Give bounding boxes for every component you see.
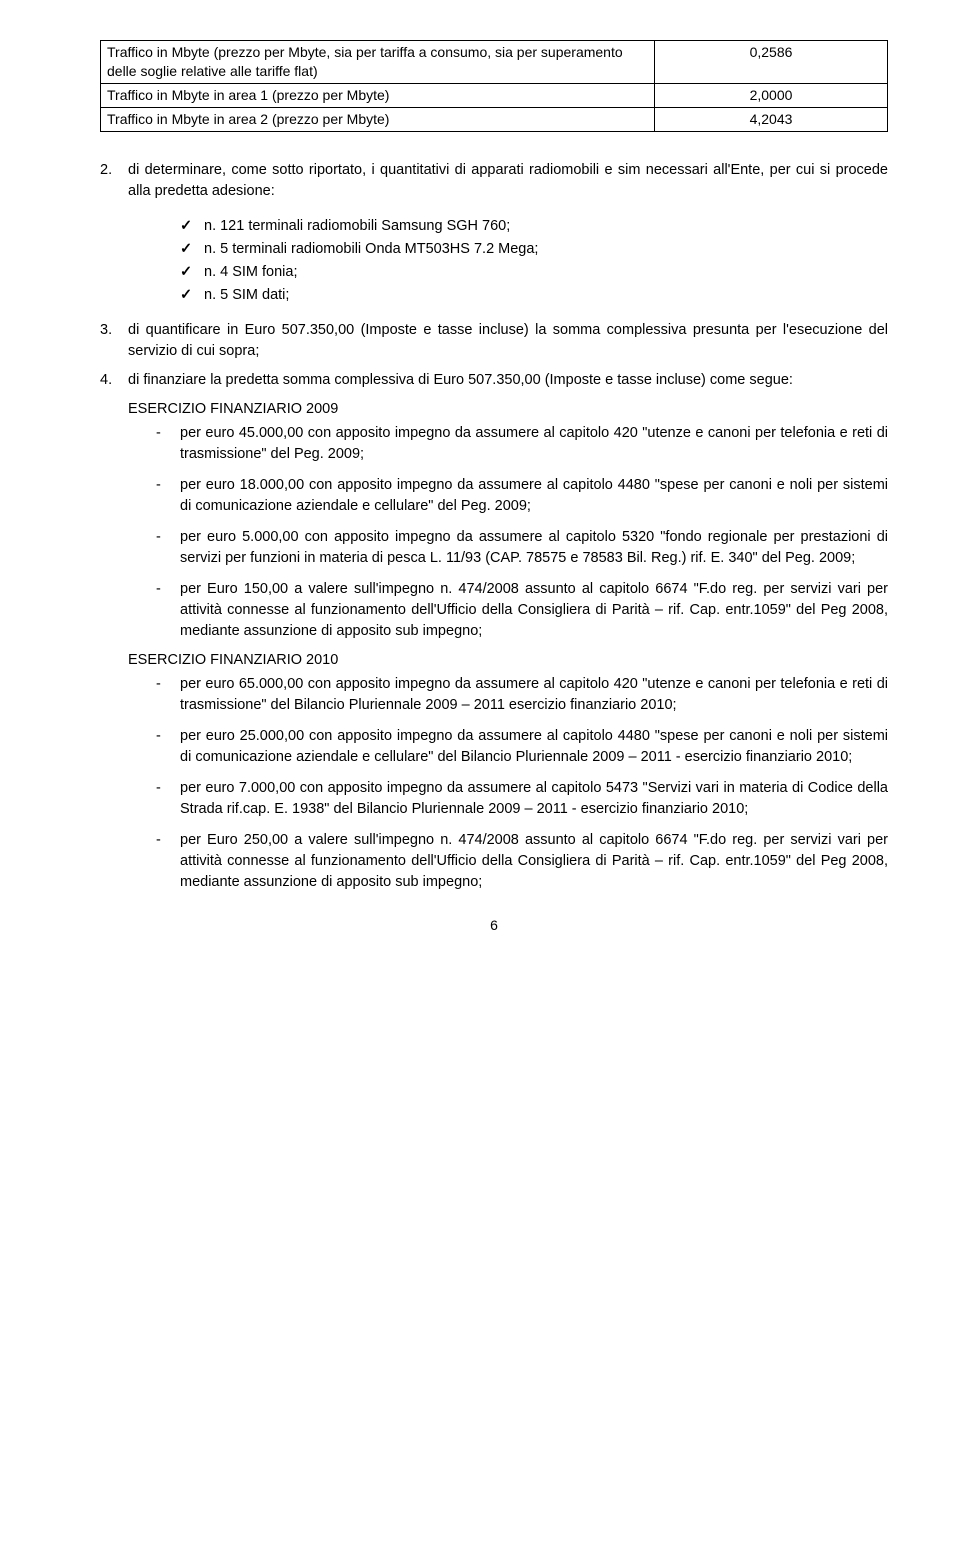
dash-item: per euro 5.000,00 con apposito impegno d… xyxy=(156,527,888,569)
table-row: Traffico in Mbyte in area 1 (prezzo per … xyxy=(101,83,888,107)
tariff-label: Traffico in Mbyte in area 2 (prezzo per … xyxy=(101,107,655,131)
exercise-2009-heading: ESERCIZIO FINANZIARIO 2009 xyxy=(128,401,888,417)
exercise-2010-list: per euro 65.000,00 con apposito impegno … xyxy=(100,674,888,893)
dash-item: per euro 25.000,00 con apposito impegno … xyxy=(156,726,888,768)
table-row: Traffico in Mbyte (prezzo per Mbyte, sia… xyxy=(101,41,888,84)
check-item: n. 121 terminali radiomobili Samsung SGH… xyxy=(180,216,888,237)
page-number: 6 xyxy=(100,917,888,933)
check-item: n. 5 SIM dati; xyxy=(180,285,888,306)
item-text: di quantificare in Euro 507.350,00 (Impo… xyxy=(128,322,888,359)
dash-item: per euro 18.000,00 con apposito impegno … xyxy=(156,475,888,517)
checklist: n. 121 terminali radiomobili Samsung SGH… xyxy=(128,216,888,306)
tariff-label: Traffico in Mbyte (prezzo per Mbyte, sia… xyxy=(101,41,655,84)
check-item: n. 5 terminali radiomobili Onda MT503HS … xyxy=(180,239,888,260)
item-text: di finanziare la predetta somma compless… xyxy=(128,372,793,388)
tariff-value: 0,2586 xyxy=(655,41,888,84)
list-item-2: 2.di determinare, come sotto riportato, … xyxy=(100,160,888,306)
dash-item: per Euro 250,00 a valere sull'impegno n.… xyxy=(156,830,888,893)
dash-item: per euro 7.000,00 con apposito impegno d… xyxy=(156,778,888,820)
tariff-value: 2,0000 xyxy=(655,83,888,107)
tariff-table: Traffico in Mbyte (prezzo per Mbyte, sia… xyxy=(100,40,888,132)
dash-item: per euro 65.000,00 con apposito impegno … xyxy=(156,674,888,716)
tariff-label: Traffico in Mbyte in area 1 (prezzo per … xyxy=(101,83,655,107)
item-number: 2. xyxy=(100,160,128,181)
table-row: Traffico in Mbyte in area 2 (prezzo per … xyxy=(101,107,888,131)
exercise-2009-list: per euro 45.000,00 con apposito impegno … xyxy=(100,423,888,642)
item-text: di determinare, come sotto riportato, i … xyxy=(128,162,888,199)
numbered-list: 2.di determinare, come sotto riportato, … xyxy=(100,160,888,391)
exercise-2010-heading: ESERCIZIO FINANZIARIO 2010 xyxy=(128,652,888,668)
item-number: 4. xyxy=(100,370,128,391)
dash-item: per euro 45.000,00 con apposito impegno … xyxy=(156,423,888,465)
dash-item: per Euro 150,00 a valere sull'impegno n.… xyxy=(156,579,888,642)
check-item: n. 4 SIM fonia; xyxy=(180,262,888,283)
item-number: 3. xyxy=(100,320,128,341)
list-item-4: 4.di finanziare la predetta somma comple… xyxy=(100,370,888,391)
list-item-3: 3.di quantificare in Euro 507.350,00 (Im… xyxy=(100,320,888,362)
tariff-value: 4,2043 xyxy=(655,107,888,131)
